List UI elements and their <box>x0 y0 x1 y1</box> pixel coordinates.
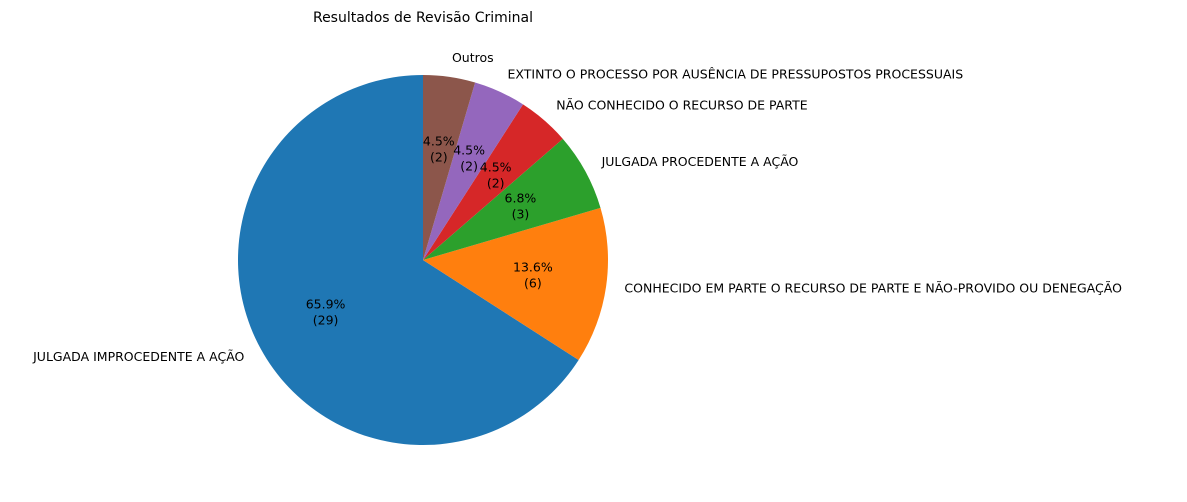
slice-labels: JULGADA IMPROCEDENTE A AÇÃO CONHECIDO EM … <box>32 50 1122 364</box>
slice-label: CONHECIDO EM PARTE O RECURSO DE PARTE E … <box>624 280 1122 295</box>
slice-count: (2) <box>487 176 505 191</box>
slice-percent: 4.5% <box>480 160 512 175</box>
pie-slice <box>423 138 601 260</box>
slice-label: JULGADA PROCEDENTE A AÇÃO <box>601 154 799 169</box>
slice-count: (3) <box>512 206 530 221</box>
slice-label: Outros <box>452 50 494 65</box>
pie-slice <box>423 75 476 260</box>
slice-count: (29) <box>313 313 339 328</box>
slice-percent: 4.5% <box>453 143 485 158</box>
slice-count: (2) <box>460 159 478 174</box>
pie-slice <box>423 82 524 260</box>
slice-percent-labels: 65.9%(29)13.6%(6)6.8%(3)4.5%(2)4.5%(2)4.… <box>306 134 553 328</box>
chart-title: Resultados de Revisão Criminal <box>313 10 533 26</box>
pie-slice <box>423 207 609 361</box>
slice-percent: 65.9% <box>306 297 346 312</box>
slice-label: JULGADA IMPROCEDENTE A AÇÃO <box>32 349 244 364</box>
pie-slice <box>423 104 563 260</box>
slice-percent: 13.6% <box>513 259 553 274</box>
slice-label: NÃO CONHECIDO O RECURSO DE PARTE <box>556 98 807 113</box>
slice-label: EXTINTO O PROCESSO POR AUSÊNCIA DE PRESS… <box>508 66 964 81</box>
pie-slice <box>237 75 579 445</box>
slice-count: (6) <box>524 275 542 290</box>
slice-percent: 4.5% <box>423 134 455 149</box>
slice-percent: 6.8% <box>505 190 537 205</box>
pie-slices <box>237 75 609 445</box>
slice-count: (2) <box>430 150 448 165</box>
